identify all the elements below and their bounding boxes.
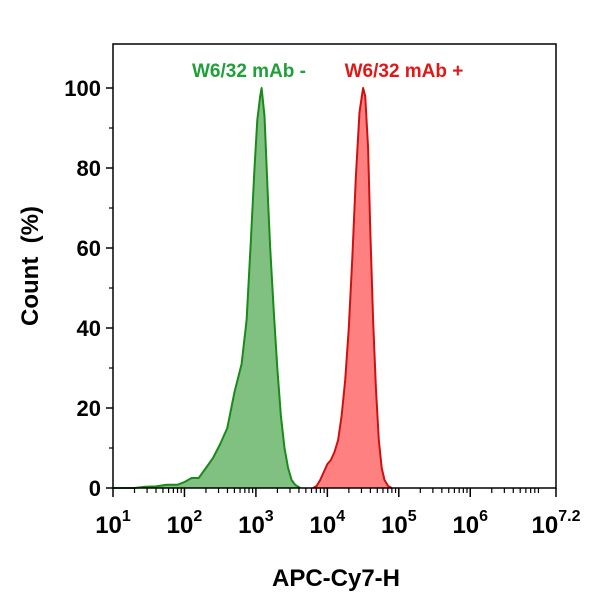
x-tick-label: 107.2 [532, 508, 581, 539]
series-layer [113, 87, 393, 489]
y-axis-title: Count (%) [17, 206, 44, 326]
legend-label-positive: W6/32 mAb + [345, 61, 464, 82]
x-axis-title: APC-Cy7-H [272, 565, 400, 592]
y-tick-label: 80 [77, 156, 101, 181]
y-axis: 0 20 40 60 80 100 [64, 76, 113, 501]
x-tick-label: 102 [167, 508, 203, 539]
x-tick-label: 104 [310, 508, 346, 539]
x-tick-label: 105 [381, 508, 417, 539]
y-tick-label: 40 [77, 316, 101, 341]
x-tick-label: 103 [238, 508, 274, 539]
series-line-0 [113, 87, 301, 489]
plot-frame [112, 43, 557, 489]
x-tick-label: 101 [95, 508, 131, 539]
series-fill-1 [313, 88, 392, 488]
x-tick-label: 106 [452, 508, 488, 539]
legend-label-negative: W6/32 mAb - [192, 61, 306, 82]
y-tick-label: 100 [64, 76, 101, 101]
y-tick-label: 0 [89, 476, 101, 501]
series-fill-0 [113, 88, 301, 488]
y-tick-label: 20 [77, 396, 101, 421]
series-line-1 [312, 87, 393, 489]
x-axis: 101 102 103 104 105 106 107.2 [95, 488, 581, 539]
y-tick-label: 60 [77, 236, 101, 261]
